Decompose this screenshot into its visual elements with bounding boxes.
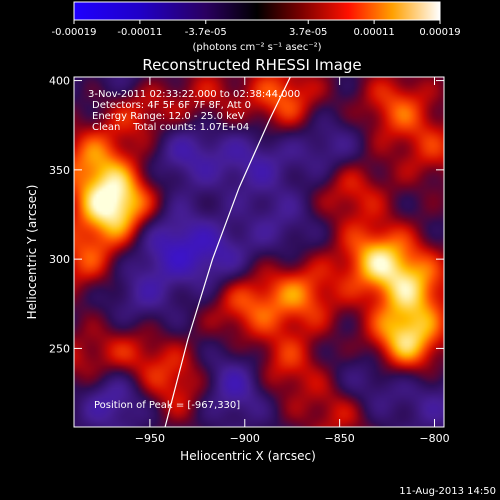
- colorbar-tick-label: -0.00011: [117, 27, 162, 38]
- observation-annotations: 3-Nov-2011 02:33:22.000 to 02:38:44.000 …: [88, 89, 300, 133]
- colorbar-tick-label: -0.00019: [52, 27, 97, 38]
- chart-title: Reconstructed RHESSI Image: [142, 56, 361, 74]
- y-tick-label: 300: [49, 253, 70, 266]
- x-axis-label: Heliocentric X (arcsec): [180, 449, 316, 463]
- x-tick-label: −900: [230, 432, 260, 445]
- colorbar: [73, 1, 441, 21]
- y-tick-label: 400: [49, 75, 70, 88]
- generated-date: 11-Aug-2013 14:50: [399, 486, 496, 497]
- solar-limb-line: [164, 77, 291, 427]
- heatmap-image: [74, 77, 444, 427]
- colorbar-ticks: -0.00019 -0.00011 -3.7e-05 3.7e-05 0.00011 0.…: [52, 20, 461, 38]
- colorbar-tick-label: -3.7e-05: [185, 27, 227, 38]
- colorbar-tick-label: 3.7e-05: [289, 27, 327, 38]
- y-axis-label: Heliocentric Y (arcsec): [25, 185, 39, 320]
- annotation-time-range: 3-Nov-2011 02:33:22.000 to 02:38:44.000: [88, 89, 300, 100]
- x-axis-ticks: −950 −900 −850 −800: [135, 77, 450, 445]
- y-axis-ticks: 250 300 350 400: [49, 75, 444, 355]
- peak-position-label: Position of Peak = [-967,330]: [94, 400, 240, 411]
- annotation-detectors: Detectors: 4F 5F 6F 7F 8F, Att 0: [92, 100, 251, 111]
- annotation-energy-range: Energy Range: 12.0 - 25.0 keV: [92, 111, 245, 122]
- annotation-total-counts: Clean Total counts: 1.07E+04: [92, 122, 249, 133]
- colorbar-unit-label: (photons cm⁻² s⁻¹ asec⁻²): [192, 42, 321, 53]
- colorbar-tick-label: 0.00019: [419, 27, 460, 38]
- x-tick-label: −800: [419, 432, 449, 445]
- plot-frame: [73, 76, 445, 428]
- y-tick-label: 250: [49, 342, 70, 355]
- colorbar-tick-label: 0.00011: [353, 27, 394, 38]
- x-tick-label: −850: [325, 432, 355, 445]
- x-tick-label: −950: [135, 432, 165, 445]
- y-tick-label: 350: [49, 164, 70, 177]
